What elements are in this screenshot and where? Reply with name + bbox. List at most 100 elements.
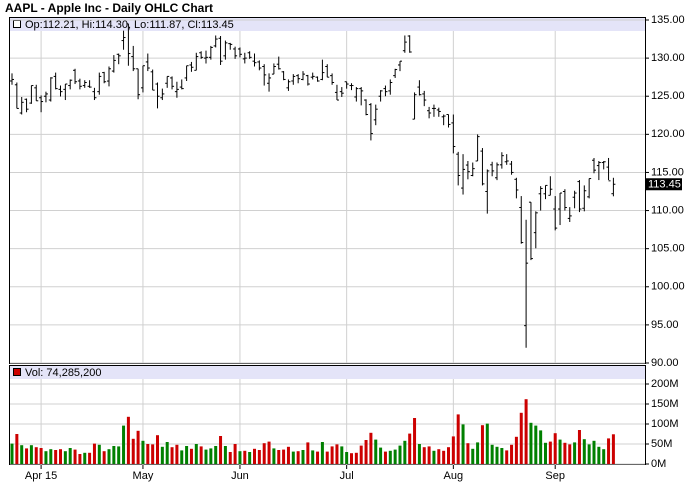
volume-bar [524, 399, 528, 464]
volume-bar [156, 435, 159, 464]
volume-bar [107, 449, 111, 464]
volume-bar [277, 450, 281, 464]
volume-legend: Vol: 74,285,200 [25, 367, 101, 379]
volume-bar [262, 443, 266, 464]
volume-bar [122, 425, 126, 464]
volume-bar [476, 442, 480, 464]
volume-bar [311, 450, 315, 464]
volume-tick-label: 50M [651, 438, 672, 450]
volume-bar [131, 438, 135, 464]
volume-bar [233, 444, 237, 464]
volume-bar [238, 451, 242, 464]
volume-tick-label: 150M [651, 398, 679, 410]
volume-bar [204, 449, 208, 464]
x-tick-label: Aug [444, 470, 464, 482]
volume-bar [611, 434, 615, 464]
volume-bar [558, 439, 562, 464]
volume-bar [228, 452, 232, 464]
x-tick-label: Jun [231, 470, 249, 482]
volume-bar [78, 454, 82, 464]
volume-tick-label: 200M [651, 378, 679, 390]
volume-bar [165, 442, 169, 464]
y-tick-label: 105.00 [651, 243, 685, 255]
volume-bar [68, 448, 72, 464]
volume-bar [219, 436, 223, 464]
legend-swatch [13, 20, 21, 28]
x-tick-label: Apr 15 [25, 470, 57, 482]
volume-bar [175, 444, 179, 464]
volume-bar [136, 430, 140, 464]
volume-bar [587, 444, 591, 464]
volume-bar [485, 423, 489, 464]
volume-bar [126, 416, 130, 464]
y-tick-label: 135.00 [651, 14, 685, 26]
volume-bar [29, 445, 33, 464]
volume-bar [330, 446, 334, 464]
volume-bar [194, 444, 198, 464]
volume-bar [369, 432, 373, 464]
volume-bar [316, 451, 320, 464]
volume-bar [88, 452, 92, 464]
volume-bar [413, 418, 417, 464]
volume-bar [548, 441, 552, 464]
volume-bar [379, 447, 383, 464]
volume-bar [214, 446, 218, 464]
volume-bar [354, 452, 358, 464]
volume-bar [364, 440, 368, 464]
volume-bar [59, 449, 62, 464]
volume-bar [272, 448, 276, 464]
y-tick-label: 115.00 [651, 166, 684, 178]
volume-bar [495, 446, 499, 464]
volume-bar [553, 433, 557, 464]
volume-bar [102, 451, 106, 464]
volume-bar [180, 450, 184, 464]
volume-bar [563, 442, 567, 464]
volume-bar [514, 436, 518, 464]
volume-bar [442, 450, 446, 464]
y-tick-label: 100.00 [651, 281, 685, 293]
volume-bar [291, 451, 295, 464]
volume-bar [350, 453, 353, 464]
volume-bar [592, 440, 596, 464]
volume-bar [393, 449, 397, 464]
volume-bar [286, 446, 290, 464]
volume-bar [607, 438, 611, 464]
volume-bar [447, 447, 450, 464]
volume-bar [505, 450, 509, 464]
volume-bar [573, 442, 577, 464]
y-tick-label: 110.00 [651, 204, 684, 216]
y-tick-label: 95.00 [651, 319, 679, 331]
volume-bar [34, 447, 38, 464]
volume-bar [490, 444, 494, 464]
volume-legend-strip [10, 366, 645, 379]
volume-bar [340, 446, 344, 464]
volume-bar [151, 444, 155, 464]
y-tick-label: 125.00 [651, 90, 685, 102]
volume-bar [248, 452, 252, 464]
legend-strip [10, 18, 645, 31]
volume-bar [602, 449, 606, 464]
volume-bar [466, 443, 470, 464]
volume-bar [359, 445, 363, 464]
volume-bar [544, 442, 547, 464]
volume-bar [92, 443, 96, 464]
volume-bar [456, 414, 460, 464]
volume-bar [63, 451, 67, 464]
last-price-box [646, 178, 682, 191]
volume-bar [97, 444, 101, 464]
volume-bar [403, 440, 407, 464]
volume-bar [170, 447, 174, 464]
volume-bar [597, 446, 601, 464]
volume-bar [141, 440, 145, 464]
volume-bar [417, 444, 421, 464]
volume-bar [388, 450, 392, 464]
volume-bar [510, 444, 514, 464]
volume-bar [383, 451, 387, 464]
volume-bar [253, 448, 256, 464]
volume-bar [49, 449, 53, 464]
volume-tick-label: 0M [651, 458, 666, 470]
x-tick-label: Jul [340, 470, 354, 482]
volume-bar [320, 442, 324, 464]
volume-bar [44, 451, 48, 464]
volume-bar [199, 446, 203, 464]
